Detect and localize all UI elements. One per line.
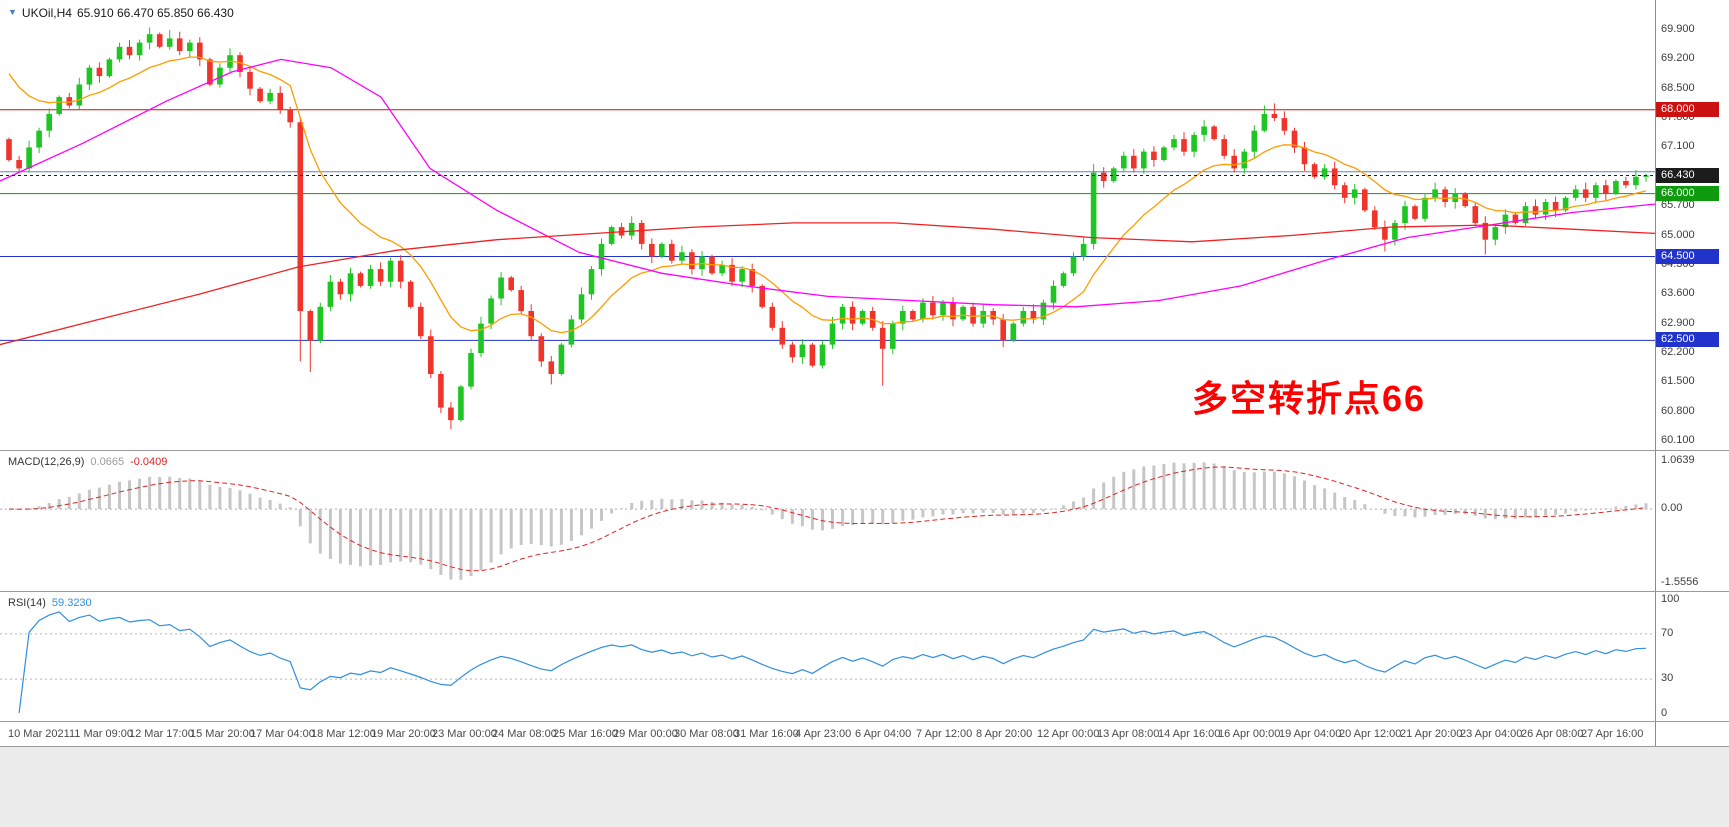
macd-name: MACD(12,26,9) [8, 456, 85, 468]
symbol-period-label: UKOil,H4 [21, 6, 72, 20]
time-axis-label: 24 Mar 08:00 [492, 728, 557, 740]
time-axis-label: 10 Mar 2021 [8, 728, 70, 740]
time-axis-label: 13 Apr 08:00 [1097, 728, 1160, 740]
time-axis-label: 8 Apr 20:00 [976, 728, 1033, 740]
macd-indicator-label: MACD(12,26,9) 0.0665 -0.0409 [8, 456, 173, 468]
macd-axis-label: 1.0639 [1661, 454, 1695, 466]
time-axis-label: 19 Mar 20:00 [371, 728, 436, 740]
price-axis-label: 63.600 [1661, 287, 1695, 299]
time-axis-label: 21 Apr 20:00 [1400, 728, 1463, 740]
time-axis-label: 7 Apr 12:00 [916, 728, 973, 740]
price-axis-label: 69.900 [1661, 23, 1695, 35]
annotation-text: 多空转折点66 [1192, 378, 1427, 419]
time-axis-label: 18 Mar 12:00 [311, 728, 376, 740]
macd-panel [0, 451, 1655, 591]
time-axis-label: 26 Apr 08:00 [1521, 728, 1584, 740]
price-axis-label: 69.200 [1661, 52, 1695, 64]
macd-signal-value: -0.0409 [130, 456, 168, 468]
current-price-badge: 66.430 [1656, 168, 1719, 183]
rsi-axis-label: 30 [1661, 672, 1674, 684]
window-footer [0, 747, 1729, 827]
price-axis-label: 65.000 [1661, 229, 1695, 241]
time-axis-label: 12 Apr 00:00 [1037, 728, 1100, 740]
price-axis-label: 67.100 [1661, 140, 1695, 152]
time-axis-label: 12 Mar 17:00 [129, 728, 194, 740]
time-axis-label: 6 Apr 04:00 [855, 728, 912, 740]
macd-axis-label: 0.00 [1661, 502, 1683, 514]
price-level-badge: 64.500 [1656, 249, 1719, 264]
price-level-badge: 68.000 [1656, 102, 1719, 117]
time-axis-label: 4 Apr 23:00 [795, 728, 852, 740]
price-axis-label: 68.500 [1661, 82, 1695, 94]
panel-separator[interactable] [0, 450, 1729, 451]
time-axis-label: 14 Apr 16:00 [1158, 728, 1221, 740]
price-level-badge: 62.500 [1656, 332, 1719, 347]
time-axis-label: 19 Apr 04:00 [1279, 728, 1342, 740]
rsi-indicator-label: RSI(14) 59.3230 [8, 597, 98, 609]
rsi-panel [0, 592, 1655, 721]
time-axis-label: 27 Apr 16:00 [1581, 728, 1644, 740]
chart-ohlc-readout: ▼ UKOil,H4 65.910 66.470 65.850 66.430 [8, 6, 239, 20]
panel-separator[interactable] [0, 591, 1729, 592]
time-axis-label: 11 Mar 09:00 [69, 728, 134, 740]
time-axis-label: 17 Mar 04:00 [250, 728, 315, 740]
time-axis-label: 15 Mar 20:00 [190, 728, 255, 740]
time-axis-label: 16 Apr 00:00 [1218, 728, 1281, 740]
macd-axis-label: -1.5556 [1661, 576, 1699, 588]
time-axis-label: 25 Mar 16:00 [553, 728, 618, 740]
price-panel [0, 0, 1655, 450]
one-click-trading-icon[interactable]: ▼ [8, 7, 17, 17]
price-axis-label: 62.200 [1661, 346, 1695, 358]
ohlc-values: 65.910 66.470 65.850 66.430 [76, 6, 234, 20]
time-axis-label: 23 Mar 00:00 [432, 728, 497, 740]
price-level-badge: 66.000 [1656, 186, 1719, 201]
panel-separator [0, 746, 1729, 747]
macd-chart-canvas[interactable] [0, 451, 1655, 591]
price-scale[interactable]: 69.900 69.200 68.500 67.800 67.100 65.700 65.0… [1655, 0, 1729, 746]
rsi-axis-label: 0 [1661, 707, 1668, 719]
time-axis[interactable]: 10 Mar 2021 11 Mar 09:00 12 Mar 17:00 15 Ma… [0, 722, 1655, 746]
price-axis-label: 65.700 [1661, 199, 1695, 211]
price-axis-label: 60.100 [1661, 434, 1695, 446]
rsi-name: RSI(14) [8, 597, 46, 609]
time-axis-label: 30 Mar 08:00 [674, 728, 739, 740]
panel-separator [0, 721, 1729, 722]
rsi-chart-canvas[interactable] [0, 592, 1655, 721]
rsi-value: 59.3230 [51, 597, 92, 609]
price-chart-canvas[interactable] [0, 0, 1655, 450]
price-axis-label: 61.500 [1661, 375, 1695, 387]
time-axis-label: 31 Mar 16:00 [734, 728, 799, 740]
time-axis-label: 29 Mar 00:00 [613, 728, 678, 740]
rsi-axis-label: 70 [1661, 627, 1674, 639]
time-axis-label: 20 Apr 12:00 [1339, 728, 1402, 740]
time-axis-label: 23 Apr 04:00 [1460, 728, 1523, 740]
price-axis-label: 60.800 [1661, 405, 1695, 417]
rsi-axis-label: 100 [1661, 593, 1680, 605]
macd-main-value: 0.0665 [90, 456, 125, 468]
price-axis-label: 62.900 [1661, 317, 1695, 329]
